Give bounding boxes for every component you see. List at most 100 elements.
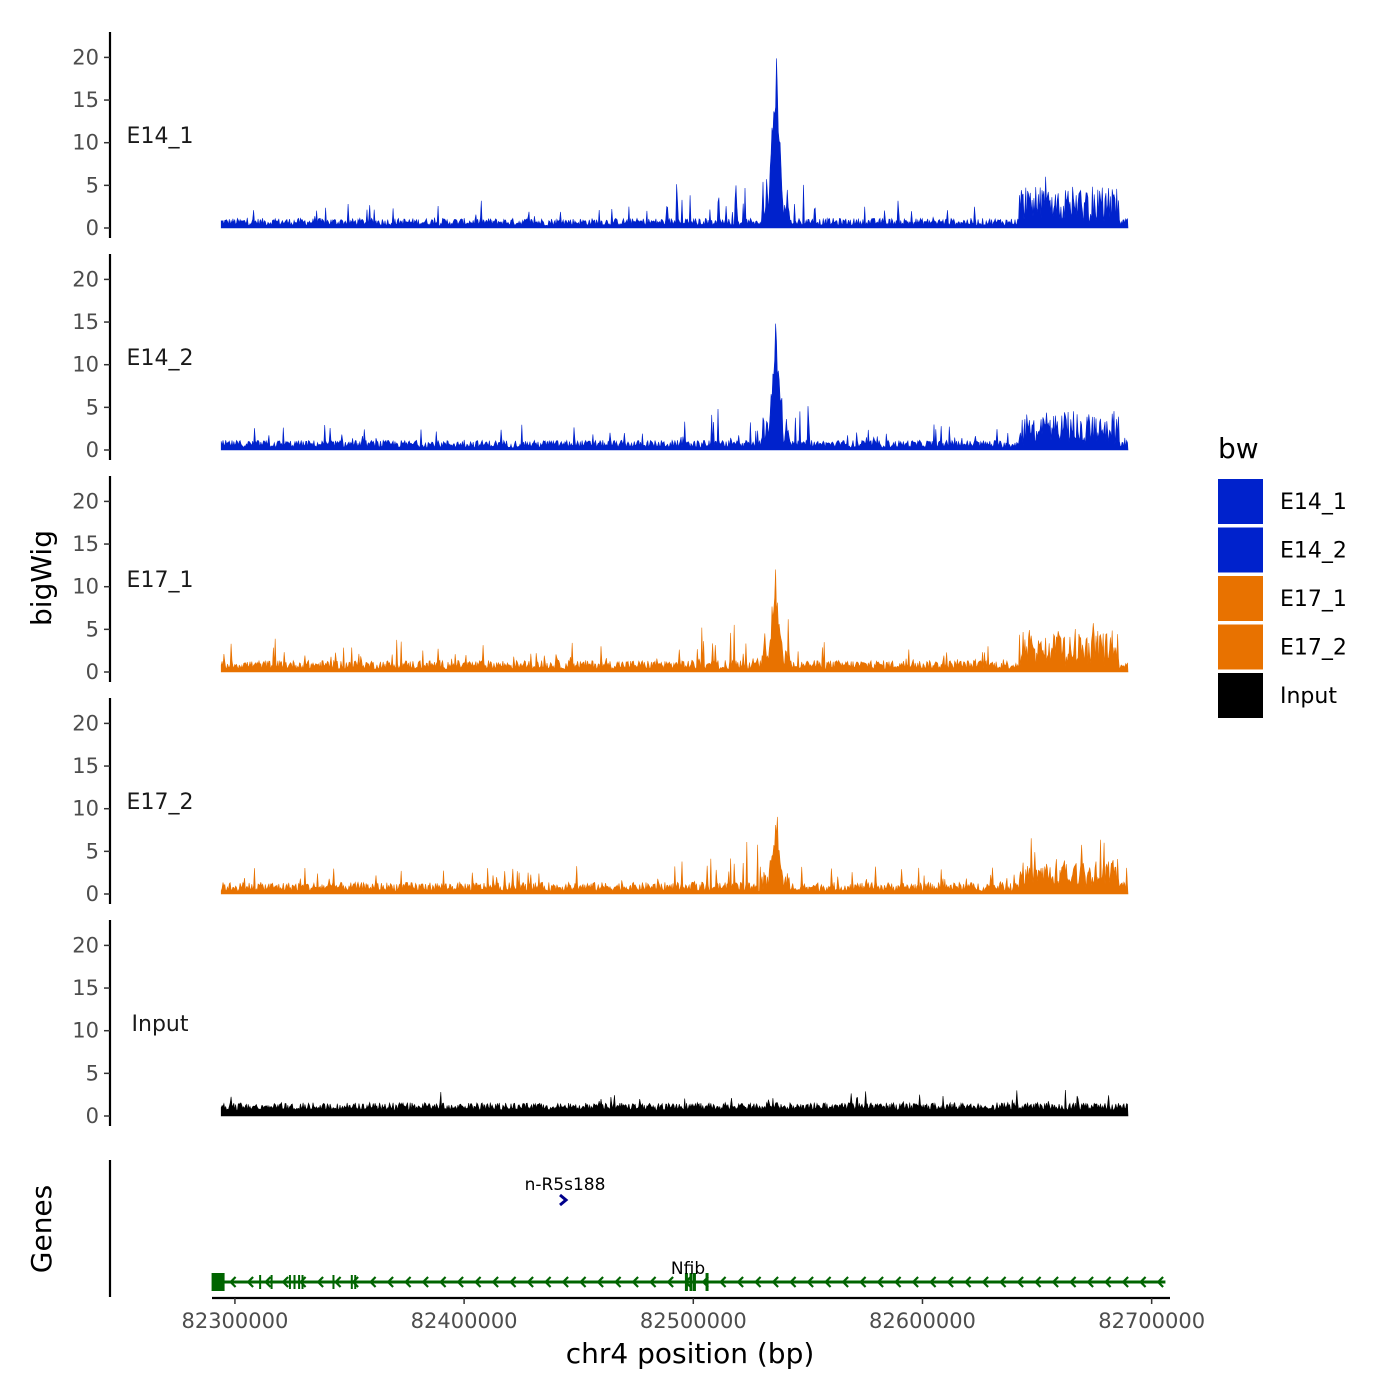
strand-arrow [771, 1276, 779, 1288]
strand-arrow [1034, 1276, 1042, 1288]
strand-arrow [404, 1276, 412, 1288]
exon-mark [259, 1275, 262, 1289]
legend: bw E14_1 E14_2 E17_1 E17_2 Input [1218, 432, 1347, 718]
legend-swatch-e14_2 [1218, 527, 1263, 573]
strand-arrow [526, 1276, 534, 1288]
legend-swatch-e14_1 [1218, 479, 1263, 524]
x-tick-label: 82700000 [1098, 1309, 1205, 1333]
track-panel-e14_2: 0 5 10 15 20 E14_2 [72, 254, 1129, 462]
genes-panel: Nfib n-R5s188 [108, 1160, 1166, 1297]
strand-arrow [316, 1276, 324, 1288]
x-axis: 82300000 82400000 82500000 82600000 82700000 [181, 1296, 1205, 1333]
y-tick-label: 5 [86, 395, 99, 419]
strand-arrow [299, 1276, 307, 1288]
exon-mark [684, 1273, 688, 1291]
strand-arrow [544, 1276, 552, 1288]
legend-swatch-e17_2 [1218, 624, 1263, 670]
strand-arrow [1121, 1276, 1129, 1288]
legend-label-e17_1: E17_1 [1280, 587, 1347, 612]
strand-arrow [246, 1276, 254, 1288]
gene-n-r5s188: n-R5s188 [525, 1175, 605, 1207]
strand-arrow [509, 1276, 517, 1288]
legend-swatch-e17_1 [1218, 576, 1263, 621]
x-tick-label: 82600000 [869, 1309, 976, 1333]
gene-body-arrow [559, 1193, 569, 1207]
signal-area-e14_1 [220, 58, 1129, 229]
gene-label-nfib: Nfib [671, 1259, 705, 1279]
y-tick-label: 20 [72, 711, 99, 735]
strand-arrow [964, 1276, 972, 1288]
strand-arrow [859, 1276, 867, 1288]
strand-arrow [334, 1276, 342, 1288]
strand-arrow [421, 1276, 429, 1288]
exon-mark [270, 1275, 273, 1289]
y-tick-label: 5 [86, 839, 99, 863]
track-panel-input: 0 5 10 15 20 Input [72, 920, 1129, 1128]
exon-mark [354, 1275, 357, 1289]
gene-nfib: Nfib [211, 1259, 1166, 1291]
y-tick-label: 10 [72, 353, 99, 377]
track-label-e14_2: E14_2 [127, 346, 194, 371]
y-tick-label: 0 [86, 438, 99, 462]
legend-label-e14_1: E14_1 [1280, 490, 1347, 515]
exon-mark [293, 1275, 296, 1289]
strand-arrow [631, 1276, 639, 1288]
strand-arrow [1051, 1276, 1059, 1288]
y-tick-label: 15 [72, 310, 99, 334]
legend-label-e17_2: E17_2 [1280, 636, 1347, 661]
exon-mark [350, 1275, 353, 1289]
strand-arrow [386, 1276, 394, 1288]
strand-arrow [264, 1276, 272, 1288]
y-tick-label: 5 [86, 1061, 99, 1085]
y-tick-label: 20 [72, 267, 99, 291]
strand-arrow [666, 1276, 674, 1288]
strand-arrow [1086, 1276, 1094, 1288]
track-panel-e17_1: 0 5 10 15 20 E17_1 [72, 476, 1129, 684]
exon-block [211, 1273, 225, 1291]
strand-arrow [824, 1276, 832, 1288]
strand-arrow [894, 1276, 902, 1288]
strand-arrow [474, 1276, 482, 1288]
strand-arrow [911, 1276, 919, 1288]
strand-arrow [456, 1276, 464, 1288]
track-label-e17_2: E17_2 [127, 790, 194, 815]
y-tick-label: 20 [72, 933, 99, 957]
y-tick-label: 15 [72, 976, 99, 1000]
track-label-e17_1: E17_1 [127, 568, 194, 593]
strand-arrow [929, 1276, 937, 1288]
strand-arrow [719, 1276, 727, 1288]
exon-mark [332, 1275, 335, 1289]
strand-arrow [596, 1276, 604, 1288]
exon-mark [301, 1275, 304, 1289]
y-tick-label: 20 [72, 45, 99, 69]
y-tick-label: 10 [72, 1019, 99, 1043]
strand-arrow [1156, 1276, 1164, 1288]
legend-swatch-input [1218, 673, 1263, 718]
strand-arrow [561, 1276, 569, 1288]
strand-arrow [946, 1276, 954, 1288]
strand-arrow [1016, 1276, 1024, 1288]
strand-arrow [439, 1276, 447, 1288]
strand-arrow [789, 1276, 797, 1288]
track-panel-e17_2: 0 5 10 15 20 E17_2 [72, 698, 1129, 906]
strand-arrow [876, 1276, 884, 1288]
x-tick-label: 82500000 [640, 1309, 747, 1333]
y-tick-label: 0 [86, 1104, 99, 1128]
strand-arrow [649, 1276, 657, 1288]
legend-title: bw [1218, 432, 1259, 465]
strand-arrow [369, 1276, 377, 1288]
exon-mark [705, 1273, 709, 1291]
strand-arrow [1139, 1276, 1147, 1288]
y-axis-title: bigWig [25, 530, 58, 626]
y-tick-label: 15 [72, 88, 99, 112]
strand-arrow [281, 1276, 289, 1288]
strand-arrow [491, 1276, 499, 1288]
signal-area-e17_1 [220, 569, 1129, 673]
signal-track-panels: 05101520E14_105101520E14_205101520E17_10… [72, 32, 1129, 1128]
strand-arrow [351, 1276, 359, 1288]
track-label-input: Input [132, 1012, 189, 1037]
y-tick-label: 0 [86, 882, 99, 906]
genes-axis-title: Genes [25, 1185, 58, 1273]
strand-arrow [1069, 1276, 1077, 1288]
strand-arrow [614, 1276, 622, 1288]
